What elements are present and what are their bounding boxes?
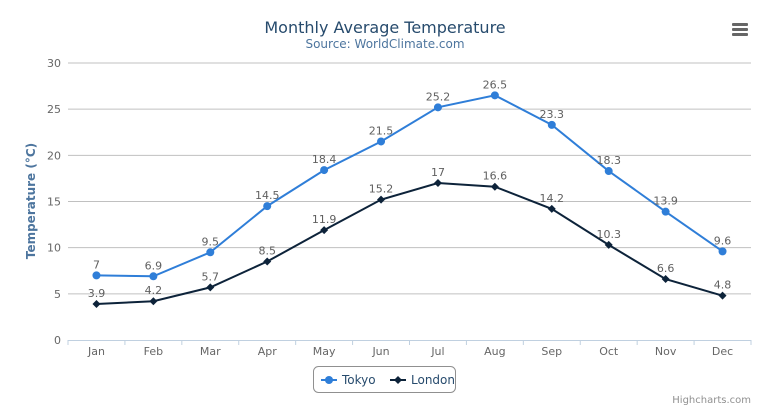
credits-link[interactable]: Highcharts.com [672, 395, 751, 406]
legend-item-tokyo[interactable]: Tokyo [321, 373, 376, 387]
data-point [263, 202, 272, 211]
legend-marker [325, 376, 333, 384]
legend-marker [394, 376, 402, 384]
data-point [547, 204, 556, 213]
legend: Tokyo London [313, 366, 456, 393]
data-label: 10.3 [596, 228, 621, 241]
data-label: 14.5 [255, 189, 280, 202]
x-tick-label: Jun [371, 345, 389, 358]
data-label: 4.8 [714, 279, 732, 292]
legend-label: London [411, 373, 455, 387]
data-point [490, 91, 499, 100]
series-line [96, 182, 723, 305]
data-label: 6.9 [145, 259, 163, 272]
series-london: 3.9 4.2 5.7 8.5 11.9 15.2 17 16.6 14.2 10.3 6.6 4.8 [88, 166, 732, 308]
x-tick-label: Mar [200, 345, 221, 358]
y-tick-label: 30 [47, 57, 61, 70]
chart-subtitle: Source: WorldClimate.com [305, 37, 464, 51]
x-tick-label: Feb [144, 345, 163, 358]
chart-title: Monthly Average Temperature [264, 18, 505, 37]
data-point [206, 283, 215, 292]
data-point [547, 120, 556, 129]
series-line [96, 94, 724, 278]
data-label: 11.9 [312, 213, 337, 226]
data-point [149, 297, 158, 306]
data-label: 18.4 [312, 153, 337, 166]
data-label: 14.2 [540, 192, 565, 205]
y-tick-label: 20 [47, 149, 61, 162]
data-label: 8.5 [258, 245, 276, 258]
x-tick-label: Jan [87, 345, 105, 358]
data-label: 15.2 [369, 183, 394, 196]
data-point [320, 166, 329, 175]
data-label: 9.6 [714, 234, 732, 247]
data-label: 17 [431, 166, 445, 179]
legend-item-london[interactable]: London [390, 373, 455, 387]
y-tick-label: 5 [54, 288, 61, 301]
data-point [604, 167, 613, 176]
x-tick-label: Dec [712, 345, 733, 358]
data-label: 23.3 [540, 108, 565, 121]
data-point [320, 226, 329, 235]
data-point [377, 195, 386, 204]
y-axis-title: Temperature (°C) [24, 143, 38, 259]
data-point [263, 257, 272, 266]
hamburger-menu-icon [732, 23, 748, 36]
data-point [206, 248, 215, 257]
x-tick-label: Nov [655, 345, 677, 358]
data-point [718, 247, 727, 256]
data-label: 13.9 [653, 195, 678, 208]
data-label: 4.2 [145, 284, 163, 297]
data-label: 5.7 [202, 270, 220, 283]
data-label: 26.5 [483, 78, 508, 91]
data-label: 18.3 [596, 154, 621, 167]
x-tick-label: Apr [258, 345, 278, 358]
data-label: 6.6 [657, 262, 675, 275]
x-tick-label: Jul [430, 345, 444, 358]
data-label: 7 [93, 258, 100, 271]
data-point [377, 137, 386, 146]
data-point [433, 103, 442, 112]
legend-box [313, 366, 456, 393]
data-point [92, 271, 101, 280]
data-point [604, 240, 613, 249]
data-label: 3.9 [88, 287, 106, 300]
data-point [718, 291, 727, 300]
data-point [490, 182, 499, 191]
data-label: 21.5 [369, 124, 394, 137]
export-menu-button[interactable] [727, 18, 753, 40]
y-tick-label: 15 [47, 196, 61, 209]
x-tick-label: Oct [599, 345, 619, 358]
legend-label: Tokyo [341, 373, 376, 387]
data-label: 9.5 [202, 235, 220, 248]
data-label: 16.6 [483, 170, 508, 183]
y-tick-label: 25 [47, 103, 61, 116]
data-label: 25.2 [426, 90, 451, 103]
data-point [433, 179, 442, 188]
data-point [661, 275, 670, 284]
x-tick-label: May [313, 345, 336, 358]
series-tokyo: 7 6.9 9.5 14.5 18.4 21.5 25.2 26.5 23.3 18.3 13.9 9… [92, 78, 732, 281]
x-tick-label: Sep [541, 345, 562, 358]
y-tick-label: 0 [54, 334, 61, 347]
data-point [661, 207, 670, 216]
x-tick-label: Aug [484, 345, 505, 358]
data-point [92, 299, 101, 308]
y-tick-label: 10 [47, 242, 61, 255]
data-point [149, 272, 158, 281]
